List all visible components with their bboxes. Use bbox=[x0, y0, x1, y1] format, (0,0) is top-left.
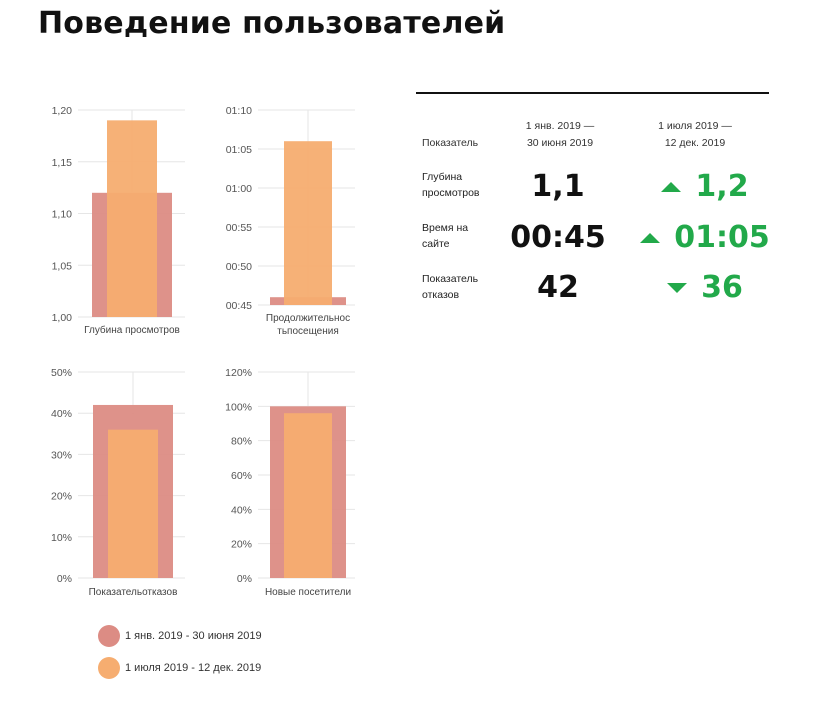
xlabel-chart3-line1: Показательотказов bbox=[89, 587, 178, 598]
summary-header-metric: Показатель bbox=[422, 137, 479, 149]
ytick-label-chart4-6: 120% bbox=[225, 367, 252, 379]
xlabel-chart1-line1: Глубина просмотров bbox=[84, 324, 180, 336]
xlabel-chart4-line1: Новые посетители bbox=[265, 587, 351, 598]
ytick-label-chart1-2: 1,10 bbox=[52, 209, 73, 221]
bar-chart3-period2 bbox=[108, 429, 158, 578]
summary-value-depth-period1: 1,1 bbox=[531, 169, 585, 204]
summary-value-bounce-period1: 42 bbox=[537, 270, 579, 305]
summary-row-label-depth: Глубина просмотров bbox=[422, 171, 480, 199]
legend-item-period2[interactable]: 1 июля 2019 - 12 дек. 2019 bbox=[98, 654, 262, 682]
ytick-label-chart3-4: 40% bbox=[51, 408, 72, 420]
ytick-label-chart2-1: 00:50 bbox=[226, 261, 252, 273]
summary-header-period1: 1 янв. 2019 — 30 июня 2019 bbox=[525, 120, 595, 149]
ytick-label-chart4-3: 60% bbox=[231, 470, 252, 482]
bar-chart4-period2 bbox=[284, 413, 332, 578]
summary-value-depth-period2: 1,2 bbox=[630, 170, 780, 204]
page-title: Поведение пользователей bbox=[38, 6, 506, 41]
summary-value-bounce-period2: 36 bbox=[630, 271, 780, 305]
ytick-label-chart1-4: 1,20 bbox=[52, 105, 73, 117]
ytick-label-chart4-1: 20% bbox=[231, 539, 252, 551]
legend-label-period2: 1 июля 2019 - 12 дек. 2019 bbox=[125, 662, 262, 674]
triangle-up-icon bbox=[640, 233, 661, 243]
legend-item-period1[interactable]: 1 янв. 2019 - 30 июня 2019 bbox=[98, 622, 262, 650]
legend: 1 янв. 2019 - 30 июня 2019 1 июля 2019 -… bbox=[98, 622, 262, 686]
summary-value-time-period2: 01:05 bbox=[630, 221, 780, 255]
ytick-label-chart3-2: 20% bbox=[51, 491, 72, 503]
summary-value-time-period1: 00:45 bbox=[510, 220, 606, 255]
ytick-label-chart3-0: 0% bbox=[57, 573, 72, 585]
bar-chart2-period2 bbox=[284, 141, 332, 305]
legend-swatch-period2 bbox=[98, 657, 120, 679]
ytick-label-chart4-0: 0% bbox=[237, 573, 252, 585]
triangle-up-icon bbox=[661, 182, 682, 192]
summary-divider bbox=[416, 92, 769, 94]
legend-swatch-period1 bbox=[98, 625, 120, 647]
summary-value-bounce-period2-text: 36 bbox=[701, 270, 743, 305]
summary-header-period2: 1 июля 2019 — 12 дек. 2019 bbox=[658, 120, 732, 149]
ytick-label-chart2-5: 01:10 bbox=[226, 105, 252, 117]
bar-chart1-period2 bbox=[107, 120, 157, 317]
summary-row-label-bounce: Показатель отказов bbox=[422, 273, 479, 301]
legend-label-period1: 1 янв. 2019 - 30 июня 2019 bbox=[125, 630, 262, 642]
ytick-label-chart4-2: 40% bbox=[231, 504, 252, 516]
ytick-label-chart3-3: 30% bbox=[51, 449, 72, 461]
triangle-down-icon bbox=[667, 283, 688, 293]
summary-row-label-time: Время на сайте bbox=[422, 222, 469, 250]
ytick-label-chart1-3: 1,15 bbox=[52, 157, 73, 169]
ytick-label-chart2-0: 00:45 bbox=[226, 300, 252, 312]
ytick-label-chart3-5: 50% bbox=[51, 367, 72, 379]
ytick-label-chart4-4: 80% bbox=[231, 436, 252, 448]
ytick-label-chart1-0: 1,00 bbox=[52, 312, 73, 324]
summary-value-depth-period2-text: 1,2 bbox=[695, 169, 749, 204]
ytick-label-chart4-5: 100% bbox=[225, 401, 252, 413]
ytick-label-chart3-1: 10% bbox=[51, 532, 72, 544]
summary-value-time-period2-text: 01:05 bbox=[674, 220, 770, 255]
xlabel-chart2-line2: тьпосещения bbox=[277, 326, 339, 337]
ytick-label-chart1-1: 1,05 bbox=[52, 260, 73, 272]
bar-charts: 1,00 1,05 1,10 1,15 1,20 Глубина просмотров 00… bbox=[51, 105, 355, 598]
ytick-label-chart2-4: 01:05 bbox=[226, 144, 252, 156]
ytick-label-chart2-3: 01:00 bbox=[226, 183, 252, 195]
ytick-label-chart2-2: 00:55 bbox=[226, 222, 252, 234]
xlabel-chart2-line1: Продолжительнос bbox=[266, 313, 350, 324]
